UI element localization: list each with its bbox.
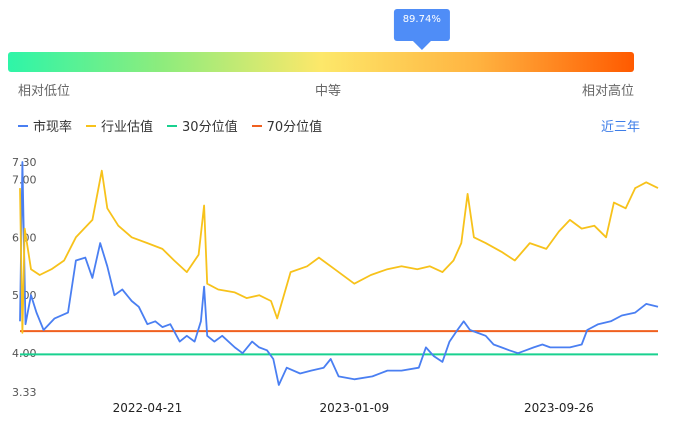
gauge-label-low: 相对低位 xyxy=(18,84,71,99)
legend-item-industry[interactable]: 行业估值 xyxy=(86,116,153,135)
chart-legend: 市现率 行业估值 30分位值 70分位值 xyxy=(18,116,336,135)
x-tick-label: 2023-09-26 xyxy=(524,401,594,415)
legend-item-pcf[interactable]: 市现率 xyxy=(18,116,72,135)
legend-swatch-p70 xyxy=(251,124,262,127)
range-selector-3y[interactable]: 近三年 xyxy=(600,120,640,135)
gauge-label-mid: 中等 xyxy=(315,84,342,99)
legend-label-pcf: 市现率 xyxy=(33,120,73,135)
series-line-industry xyxy=(19,169,659,334)
gauge-percentile-tooltip: 89.74% xyxy=(393,9,450,50)
legend-item-p70[interactable]: 70分位值 xyxy=(251,116,323,135)
legend-item-p30[interactable]: 30分位值 xyxy=(167,116,238,135)
x-tick-label: 2022-04-21 xyxy=(113,401,183,415)
legend-swatch-pcf xyxy=(18,124,28,127)
x-tick-label: 2023-01-09 xyxy=(319,401,389,415)
series-line-pcf xyxy=(19,161,659,386)
y-tick-label: 7.30 xyxy=(12,156,37,169)
legend-label-p30: 30分位值 xyxy=(182,120,238,135)
legend-swatch-p30 xyxy=(167,124,178,127)
valuation-gauge: 89.74% xyxy=(8,0,634,100)
gauge-label-high: 相对高位 xyxy=(582,84,635,99)
gauge-gradient-bar xyxy=(8,52,634,72)
legend-label-industry: 行业估值 xyxy=(101,120,154,135)
legend-swatch-industry xyxy=(86,124,97,127)
legend-label-p70: 70分位值 xyxy=(266,120,323,135)
y-tick-label: 3.33 xyxy=(12,386,37,399)
y-tick-label: 7.00 xyxy=(12,173,37,186)
